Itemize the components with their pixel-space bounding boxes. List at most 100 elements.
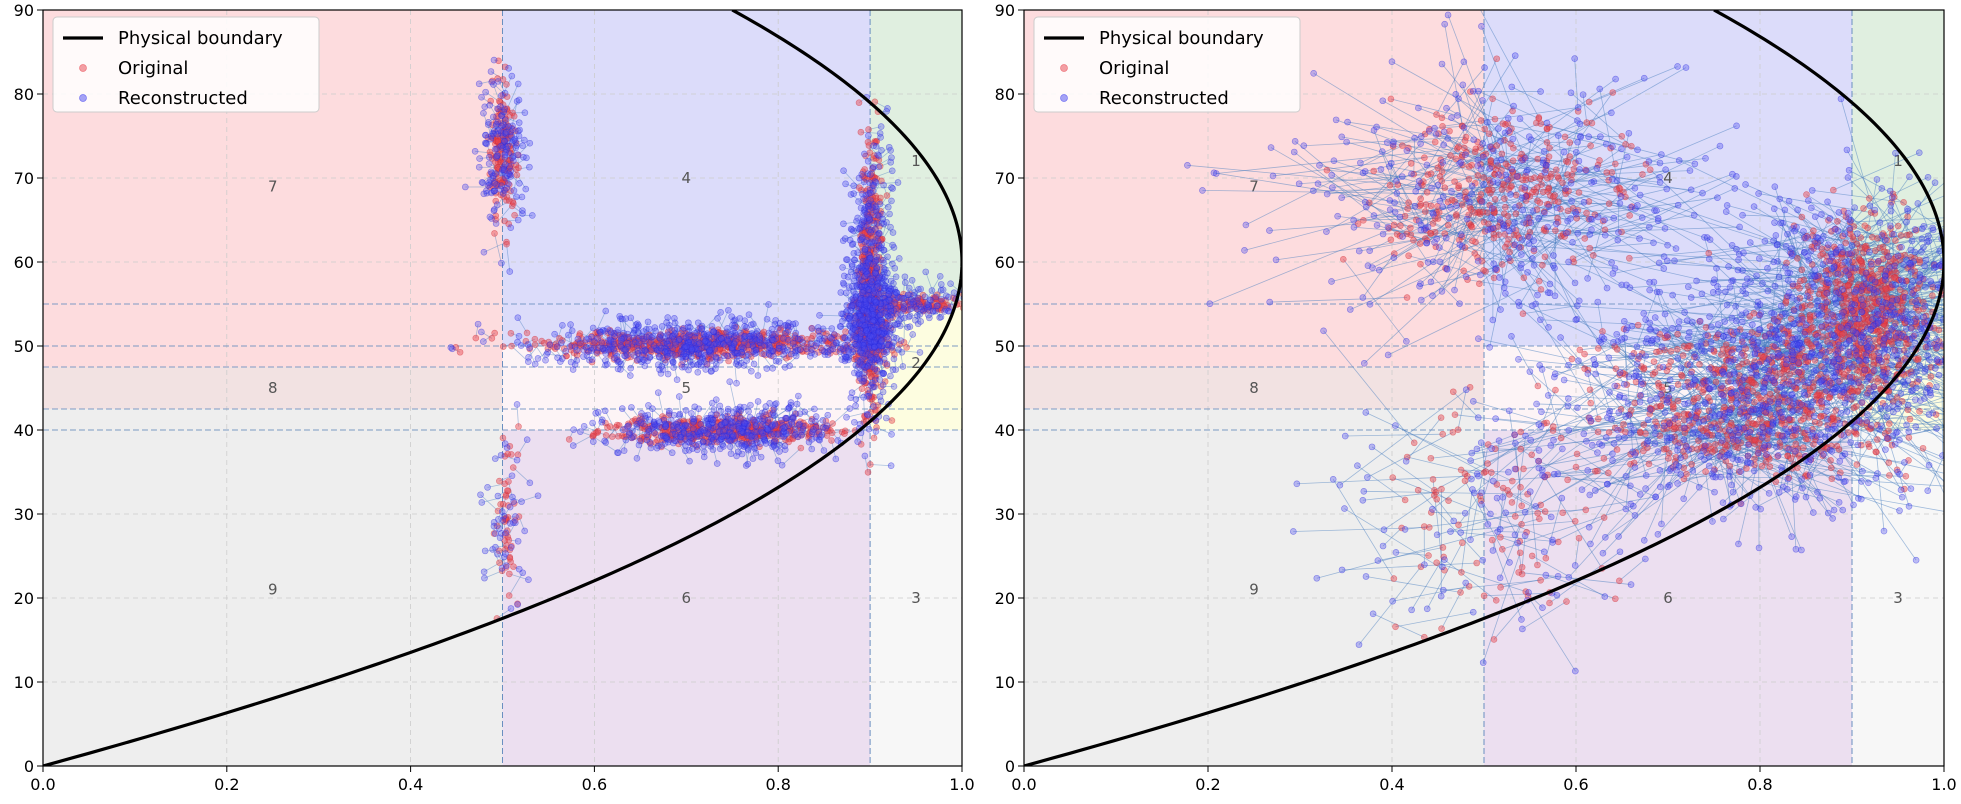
reconstructed-point bbox=[534, 492, 542, 500]
reconstructed-point bbox=[504, 142, 511, 150]
reconstructed-point bbox=[493, 152, 501, 160]
reconstructed-point bbox=[488, 132, 495, 140]
reconstructed-point bbox=[500, 553, 508, 561]
reconstructed-point bbox=[505, 123, 512, 130]
region-label-6: 6 bbox=[682, 589, 692, 607]
reconstruction-connector bbox=[766, 318, 782, 329]
reconstruction-connector bbox=[671, 347, 678, 380]
reconstructed-point bbox=[659, 366, 667, 373]
reconstructed-point bbox=[772, 317, 779, 324]
reconstruction-connector bbox=[750, 324, 760, 336]
reconstruction-connector bbox=[508, 539, 519, 542]
reconstruction-connector bbox=[842, 337, 845, 339]
reconstruction-connector bbox=[821, 430, 846, 436]
reconstruction-connector bbox=[485, 549, 510, 552]
reconstructed-point bbox=[506, 503, 514, 511]
reconstruction-connector bbox=[479, 80, 493, 85]
original-point bbox=[602, 432, 610, 439]
original-point bbox=[505, 536, 513, 544]
reconstructed-point bbox=[462, 183, 469, 191]
region-label-8: 8 bbox=[268, 379, 278, 397]
reconstruction-connector bbox=[511, 101, 518, 129]
reconstruction-connector bbox=[745, 430, 753, 466]
reconstructed-point bbox=[503, 444, 511, 451]
reconstructed-point bbox=[640, 342, 648, 350]
reconstructed-point bbox=[485, 153, 493, 161]
reconstructed-point bbox=[494, 550, 501, 558]
reconstructed-point bbox=[745, 333, 753, 340]
reconstruction-connector bbox=[812, 335, 817, 346]
original-point bbox=[472, 334, 480, 342]
region-label-3: 3 bbox=[911, 589, 921, 607]
reconstruction-connector bbox=[617, 422, 639, 453]
region-9 bbox=[43, 409, 503, 766]
reconstruction-connector bbox=[655, 424, 663, 428]
reconstructed-point bbox=[491, 206, 498, 213]
reconstructed-point bbox=[769, 364, 776, 372]
reconstructed-point bbox=[480, 109, 487, 117]
reconstructed-point bbox=[644, 318, 652, 326]
reconstruction-connector bbox=[811, 421, 817, 429]
reconstruction-connector bbox=[495, 545, 507, 548]
reconstruction-connector bbox=[709, 358, 717, 365]
reconstruction-connector bbox=[518, 516, 526, 532]
reconstructed-point bbox=[751, 350, 759, 357]
reconstructed-point bbox=[478, 179, 486, 186]
reconstructed-point bbox=[815, 327, 823, 335]
reconstruction-connector bbox=[480, 494, 499, 512]
reconstructed-point bbox=[664, 370, 672, 378]
reconstruction-connector bbox=[507, 501, 514, 506]
reconstruction-connector bbox=[511, 345, 529, 362]
original-point bbox=[608, 433, 616, 440]
reconstruction-connector bbox=[512, 205, 523, 214]
reconstructed-point bbox=[486, 213, 494, 221]
reconstructed-point bbox=[480, 190, 488, 198]
reconstructed-point bbox=[503, 184, 510, 192]
reconstructed-point bbox=[614, 326, 622, 334]
reconstruction-connector bbox=[495, 203, 514, 224]
reconstructed-point bbox=[645, 325, 653, 333]
reconstruction-connector bbox=[774, 403, 777, 429]
reconstructed-point bbox=[509, 154, 516, 161]
reconstruction-connector bbox=[494, 233, 502, 264]
original-point bbox=[903, 344, 910, 351]
reconstructed-point bbox=[673, 376, 681, 384]
reconstructed-point bbox=[794, 335, 802, 343]
original-point bbox=[496, 559, 503, 567]
reconstructed-point bbox=[620, 329, 627, 337]
reconstruction-connector bbox=[654, 432, 658, 441]
reconstructed-point bbox=[694, 368, 702, 376]
reconstructed-point bbox=[515, 96, 523, 104]
reconstruction-connector bbox=[797, 435, 810, 438]
reconstruction-connector bbox=[502, 75, 513, 96]
reconstruction-connector bbox=[483, 241, 507, 253]
reconstructed-point bbox=[728, 313, 735, 320]
reconstructed-point bbox=[718, 335, 725, 342]
reconstructed-point bbox=[594, 344, 602, 352]
original-point bbox=[841, 430, 848, 437]
reconstruction-connector bbox=[503, 341, 518, 348]
reconstructed-point bbox=[491, 146, 499, 153]
region-1 bbox=[870, 10, 962, 304]
reconstructed-point bbox=[487, 68, 495, 75]
reconstructed-point bbox=[740, 362, 748, 369]
reconstruction-connector bbox=[717, 318, 730, 338]
reconstructed-point bbox=[480, 338, 487, 345]
reconstructed-point bbox=[490, 56, 498, 64]
original-point bbox=[612, 424, 619, 431]
original-point bbox=[508, 342, 515, 350]
original-point bbox=[531, 335, 539, 343]
reconstruction-connector bbox=[830, 429, 842, 444]
reconstruction-connector bbox=[499, 475, 513, 482]
reconstructed-point bbox=[500, 108, 508, 116]
reconstructed-point bbox=[515, 565, 523, 573]
reconstruction-connector bbox=[871, 185, 874, 193]
reconstructed-point bbox=[501, 151, 509, 158]
reconstruction-connector bbox=[746, 349, 755, 365]
reconstruction-connector bbox=[785, 429, 804, 441]
reconstructed-point bbox=[740, 339, 748, 346]
reconstructed-point bbox=[499, 121, 507, 128]
reconstructed-point bbox=[616, 312, 623, 320]
reconstruction-connector bbox=[509, 573, 529, 581]
